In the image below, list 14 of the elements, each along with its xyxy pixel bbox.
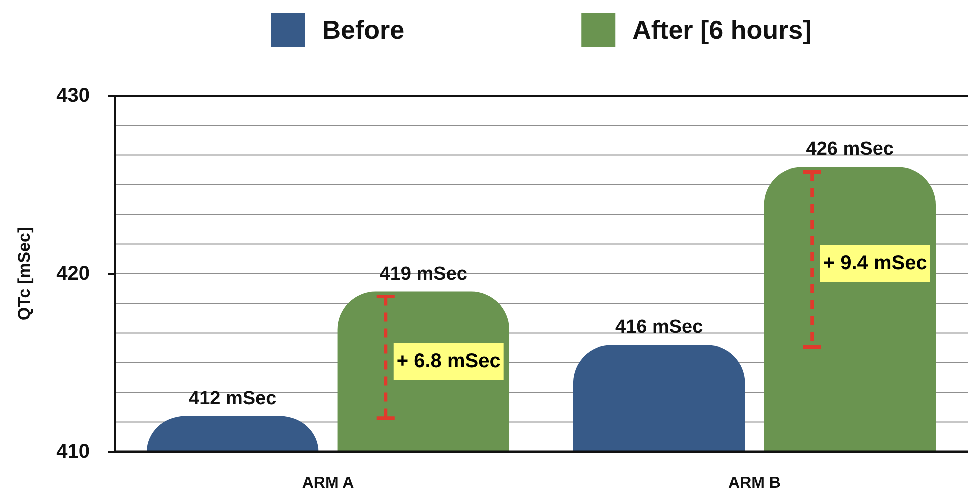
- y-tick-label: 410: [56, 441, 90, 463]
- legend-label: After [6 hours]: [632, 15, 812, 45]
- y-tick-label: 430: [56, 85, 90, 107]
- x-tick-label: ARM B: [728, 474, 781, 492]
- data-label: 412 mSec: [189, 388, 278, 409]
- data-label: 416 mSec: [616, 316, 704, 338]
- annotation: + 6.8 mSec: [396, 350, 501, 373]
- x-tick-label: ARM A: [302, 474, 355, 492]
- data-label: 419 mSec: [380, 263, 468, 284]
- annotation: + 9.4 mSec: [823, 252, 928, 275]
- legend-label: Before: [322, 15, 405, 45]
- data-label: 426 mSec: [806, 138, 894, 160]
- y-axis-title: QTc [mSec]: [14, 227, 34, 321]
- y-tick-label: 420: [56, 263, 90, 285]
